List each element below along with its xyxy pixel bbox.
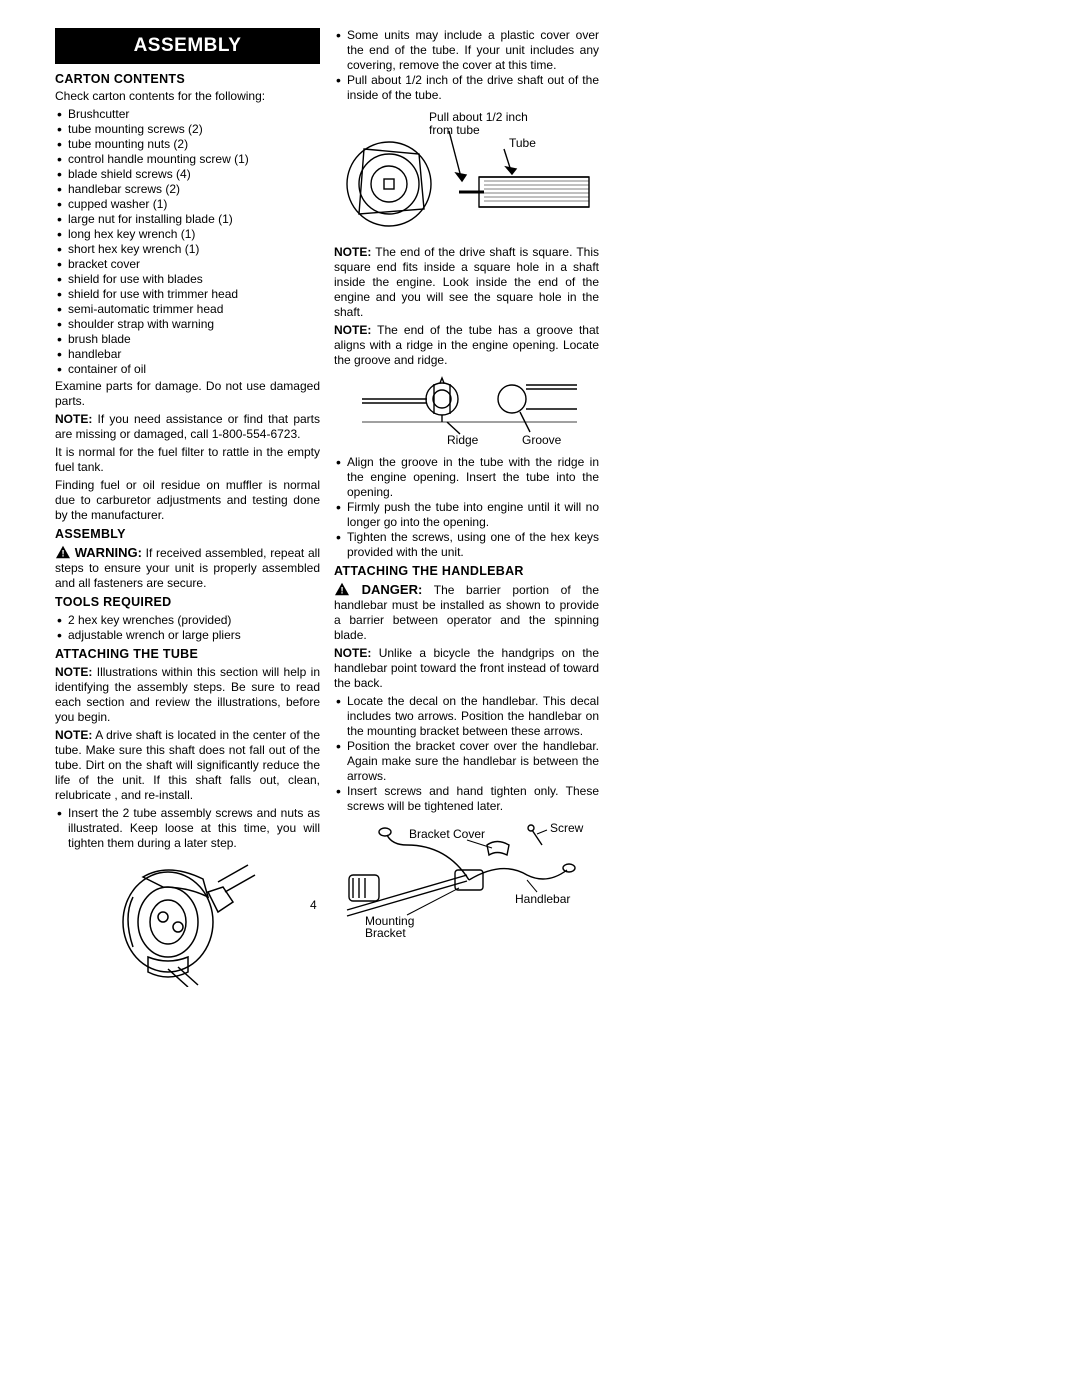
list-item: Locate the decal on the handlebar. This … (334, 694, 599, 739)
carton-note: NOTE: If you need assistance or find tha… (55, 412, 320, 442)
list-item: blade shield screws (4) (55, 167, 320, 182)
left-column: ASSEMBLY CARTON CONTENTS Check carton co… (55, 28, 320, 993)
manual-page: ASSEMBLY CARTON CONTENTS Check carton co… (55, 28, 615, 993)
list-item: Some units may include a plastic cover o… (334, 28, 599, 73)
svg-text:!: ! (61, 549, 64, 559)
tube-note2-text: A drive shaft is located in the center o… (55, 728, 320, 802)
list-item: large nut for installing blade (1) (55, 212, 320, 227)
list-item: cupped washer (1) (55, 197, 320, 212)
list-item: shield for use with blades (55, 272, 320, 287)
carton-examine: Examine parts for damage. Do not use dam… (55, 379, 320, 409)
list-item: tube mounting screws (2) (55, 122, 320, 137)
svg-text:Handlebar: Handlebar (515, 892, 570, 906)
list-item: shoulder strap with warning (55, 317, 320, 332)
figure-tube-pull: Pull about 1/2 inch from tube Tube (334, 109, 599, 239)
list-item: Position the bracket cover over the hand… (334, 739, 599, 784)
engine-illustration (113, 857, 263, 987)
danger-block: ! DANGER: The barrier portion of the han… (334, 582, 599, 643)
list-item: Insert screws and hand tighten only. The… (334, 784, 599, 814)
list-item: container of oil (55, 362, 320, 377)
list-item: semi-automatic trimmer head (55, 302, 320, 317)
heading-assembly: ASSEMBLY (55, 527, 320, 543)
svg-text:Screw: Screw (550, 821, 584, 835)
list-item: bracket cover (55, 257, 320, 272)
list-item: tube mounting nuts (2) (55, 137, 320, 152)
svg-text:from tube: from tube (429, 123, 480, 137)
tools-list: 2 hex key wrenches (provided)adjustable … (55, 613, 320, 643)
list-item: brush blade (55, 332, 320, 347)
list-item: control handle mounting screw (1) (55, 152, 320, 167)
carton-note-text: If you need assistance or find that part… (55, 412, 320, 441)
list-item: 2 hex key wrenches (provided) (55, 613, 320, 628)
heading-attaching-tube: ATTACHING THE TUBE (55, 647, 320, 663)
section-header-assembly: ASSEMBLY (55, 28, 320, 64)
svg-text:Bracket Cover: Bracket Cover (409, 827, 485, 841)
figure-handlebar: Bracket Cover Screw Handlebar Mounting B… (334, 820, 599, 940)
warning-label: WARNING: (75, 545, 142, 560)
list-item: handlebar (55, 347, 320, 362)
danger-icon: ! (334, 582, 350, 596)
handlebar-note-text: Unlike a bicycle the handgrips on the ha… (334, 646, 599, 690)
list-item: short hex key wrench (1) (55, 242, 320, 257)
right-top-list: Some units may include a plastic cover o… (334, 28, 599, 103)
heading-tools: TOOLS REQUIRED (55, 595, 320, 611)
page-number: 4 (310, 898, 317, 912)
heading-carton-contents: CARTON CONTENTS (55, 72, 320, 88)
figure-ridge-groove: Ridge Groove (334, 374, 599, 449)
list-item: adjustable wrench or large pliers (55, 628, 320, 643)
warning-block: ! WARNING: If received assembled, repeat… (55, 545, 320, 591)
tube-note1: NOTE: Illustrations within this section … (55, 665, 320, 725)
list-item: Tighten the screws, using one of the hex… (334, 530, 599, 560)
carton-intro: Check carton contents for the following: (55, 89, 320, 104)
handlebar-list: Locate the decal on the handlebar. This … (334, 694, 599, 814)
svg-text:Bracket: Bracket (365, 926, 406, 940)
svg-text:Groove: Groove (522, 433, 562, 447)
list-item: Firmly push the tube into engine until i… (334, 500, 599, 530)
carton-list: Brushcuttertube mounting screws (2)tube … (55, 107, 320, 377)
tube-note1-text: Illustrations within this section will h… (55, 665, 320, 724)
handlebar-note: NOTE: Unlike a bicycle the handgrips on … (334, 646, 599, 691)
list-item: Pull about 1/2 inch of the drive shaft o… (334, 73, 599, 103)
list-item: Brushcutter (55, 107, 320, 122)
svg-text:!: ! (340, 585, 343, 595)
danger-label: DANGER: (362, 582, 423, 597)
residue-text: Finding fuel or oil residue on muffler i… (55, 478, 320, 523)
tube-list: Insert the 2 tube assembly screws and nu… (55, 806, 320, 851)
svg-text:Ridge: Ridge (447, 433, 479, 447)
align-list: Align the groove in the tube with the ri… (334, 455, 599, 560)
right-note2-text: The end of the tube has a groove that al… (334, 323, 599, 367)
right-note1: NOTE: The end of the drive shaft is squa… (334, 245, 599, 320)
heading-handlebar: ATTACHING THE HANDLEBAR (334, 564, 599, 580)
right-note2: NOTE: The end of the tube has a groove t… (334, 323, 599, 368)
fuel-filter-text: It is normal for the fuel filter to ratt… (55, 445, 320, 475)
tube-note2: NOTE: A drive shaft is located in the ce… (55, 728, 320, 803)
figure-engine (55, 857, 320, 987)
list-item: shield for use with trimmer head (55, 287, 320, 302)
right-note1-text: The end of the drive shaft is square. Th… (334, 245, 599, 319)
list-item: Align the groove in the tube with the ri… (334, 455, 599, 500)
list-item: handlebar screws (2) (55, 182, 320, 197)
right-column: Some units may include a plastic cover o… (334, 28, 599, 993)
list-item: Insert the 2 tube assembly screws and nu… (55, 806, 320, 851)
fig1-label1-svg: Pull about 1/2 inch (429, 110, 528, 124)
fig1-label2-svg: Tube (509, 136, 536, 150)
list-item: long hex key wrench (1) (55, 227, 320, 242)
warning-icon: ! (55, 545, 71, 559)
